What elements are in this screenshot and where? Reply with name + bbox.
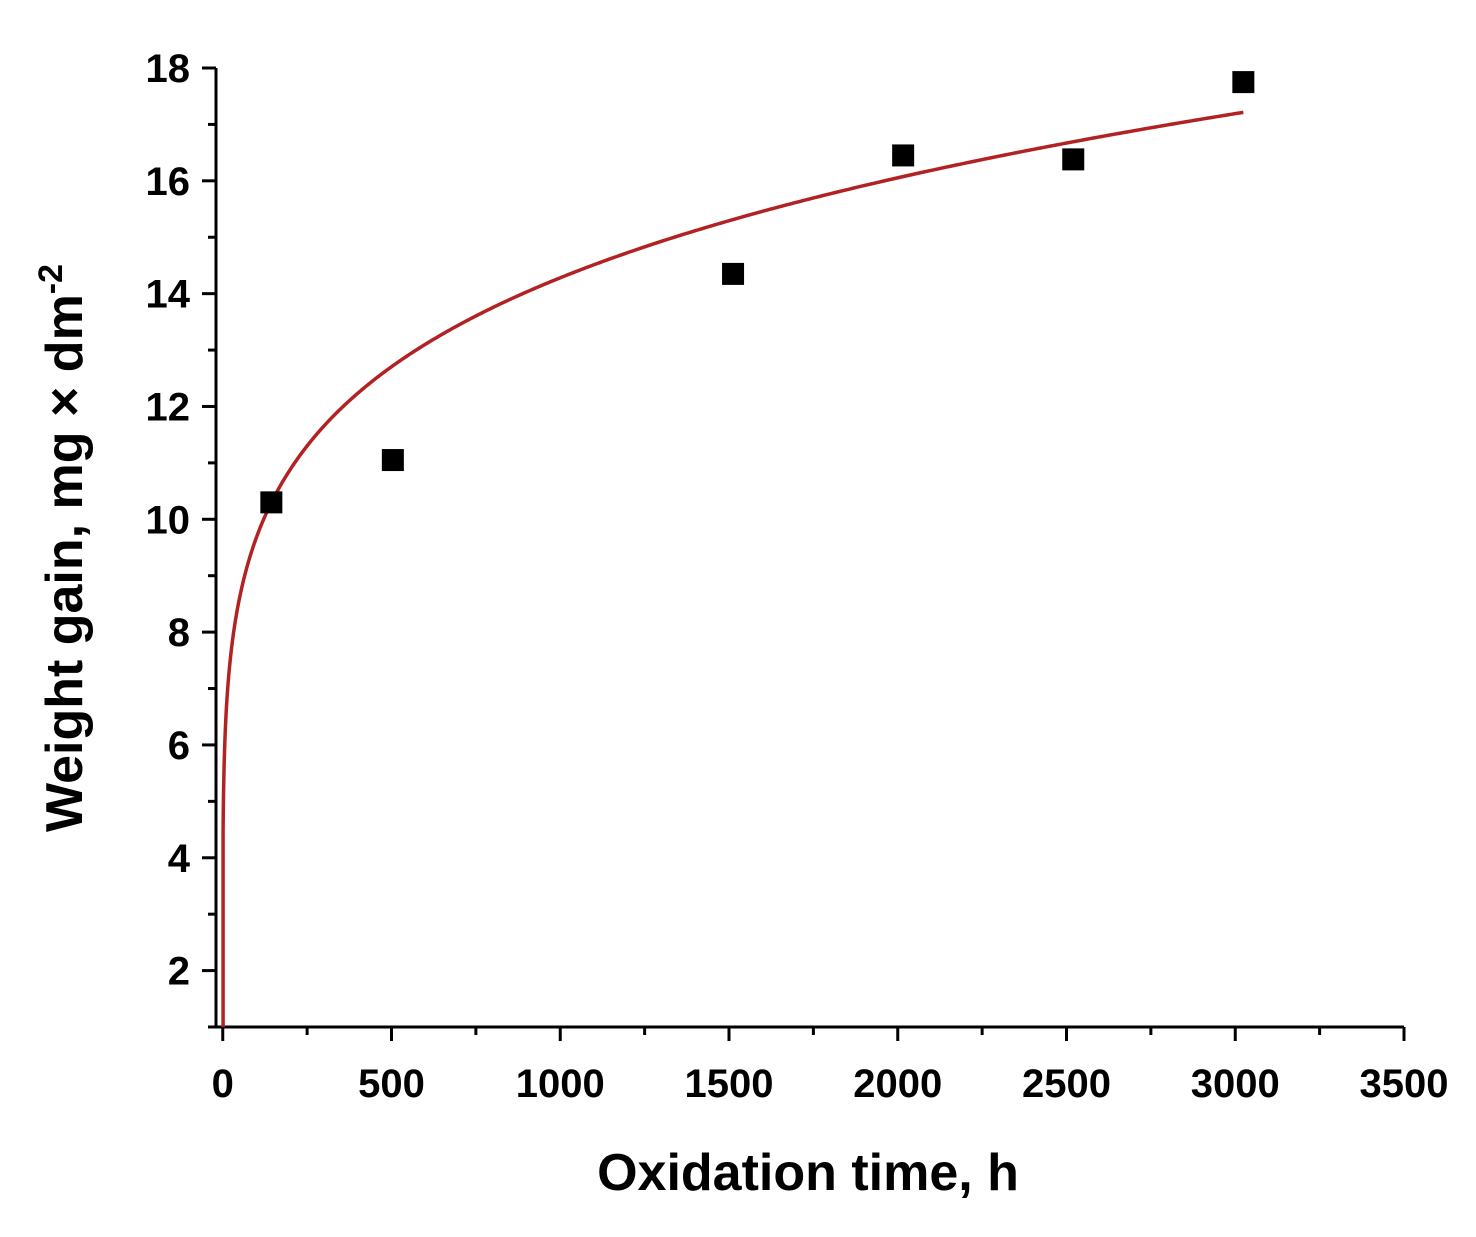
y-tick-labels: 2 4 6 8 10 12 14 16 18 [146, 47, 191, 994]
data-point [892, 144, 915, 167]
y-tick-label: 8 [168, 611, 190, 655]
data-points-group [260, 71, 1255, 514]
y-tick-label: 14 [146, 273, 191, 317]
x-tick-label: 2500 [1022, 1062, 1111, 1106]
x-tick-label: 3000 [1191, 1062, 1280, 1106]
x-tick-label: 0 [212, 1062, 234, 1106]
x-tick-labels: 0 500 1000 1500 2000 2500 3000 3500 [212, 1062, 1449, 1106]
y-tick-label: 2 [168, 950, 190, 994]
y-axis-title-superscript: -2 [32, 264, 70, 294]
data-point [260, 491, 283, 514]
y-tick-label: 10 [146, 498, 191, 542]
data-point [381, 449, 404, 472]
axes [202, 66, 1406, 1041]
data-point [722, 262, 745, 285]
y-axis-title: Weight gain, mg × dm-2 [32, 264, 94, 832]
data-point [1232, 71, 1255, 94]
y-tick-label: 18 [146, 47, 191, 91]
x-tick-label: 500 [358, 1062, 425, 1106]
fit-curve-group [221, 110, 1244, 1027]
x-tick-label: 2000 [853, 1062, 942, 1106]
data-point [1062, 148, 1085, 171]
y-tick-label: 4 [168, 837, 191, 881]
x-tick-label: 3500 [1360, 1062, 1449, 1106]
x-tick-label: 1000 [516, 1062, 605, 1106]
y-tick-label: 6 [168, 724, 190, 768]
x-axis-title: Oxidation time, h [597, 1144, 1019, 1202]
x-tick-label: 1500 [685, 1062, 774, 1106]
y-axis-title-main: Weight gain, mg × dm [36, 294, 94, 832]
y-tick-label: 16 [146, 160, 191, 204]
fit-curve [221, 110, 1244, 1027]
y-tick-label: 12 [146, 385, 191, 429]
